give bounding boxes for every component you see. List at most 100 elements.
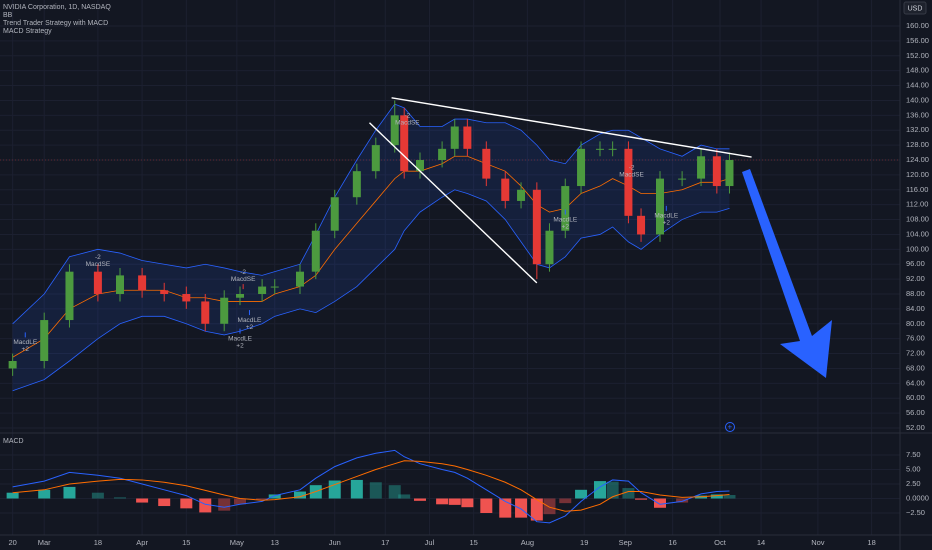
candle-body	[637, 215, 646, 235]
arrow-drawing	[742, 169, 832, 378]
x-tick-label: Mar	[38, 538, 51, 547]
candle-body	[656, 178, 664, 235]
y-tick-label: 80.00	[906, 319, 925, 328]
candle-body	[712, 156, 721, 187]
y-tick-label: 144.00	[906, 81, 929, 90]
macd-histogram-bar	[136, 498, 149, 503]
signal-qty: +2	[663, 220, 671, 227]
candle-body	[390, 115, 399, 146]
candle-body	[258, 286, 267, 294]
candle-body	[311, 230, 320, 272]
signal-label: MacdLE	[228, 335, 253, 342]
candle-body	[463, 126, 472, 149]
macd-histogram-bar	[388, 485, 401, 499]
x-tick-label: 16	[668, 538, 676, 547]
macd-histogram-bar	[543, 498, 556, 515]
y-tick-label: 52.00	[906, 423, 925, 432]
add-button[interactable]	[725, 422, 735, 432]
candle-body	[561, 186, 570, 231]
signal-label: MacdLE	[13, 339, 38, 346]
candle-body	[138, 275, 147, 291]
candle-body	[371, 145, 380, 172]
candle-body	[8, 361, 17, 369]
y-tick-label: 160.00	[906, 21, 929, 30]
candle-body	[352, 171, 361, 198]
x-tick-label: Jun	[329, 538, 341, 547]
x-tick-label: 19	[580, 538, 588, 547]
candle-body	[182, 294, 191, 302]
candle-body	[725, 160, 734, 187]
x-tick-label: 15	[182, 538, 190, 547]
y-tick-label: 148.00	[906, 66, 929, 75]
macd-histogram-bar	[723, 495, 736, 499]
candle-body	[236, 294, 244, 298]
macd-histogram-bar	[268, 494, 281, 499]
candle-body	[624, 148, 633, 216]
indicator: Trend Trader Strategy with MACD	[3, 20, 108, 27]
macd-histogram-bar	[158, 498, 171, 507]
signal-label: MacdSE	[231, 276, 256, 283]
macd-histogram-bar	[575, 489, 588, 499]
macd-histogram-bar	[398, 494, 411, 499]
signal-label: MacdLE	[553, 216, 578, 223]
signal-qty: -2	[404, 112, 410, 119]
macd-histogram-bar	[654, 498, 666, 508]
signal: MacdLE+2	[238, 310, 262, 331]
add-icon[interactable]: +	[728, 423, 733, 432]
signal-qty: -2	[629, 165, 635, 172]
candle-body	[577, 148, 586, 187]
candle-body	[40, 320, 49, 361]
macd-histogram-bar	[480, 498, 493, 513]
y2-tick-label: 5.00	[906, 464, 921, 473]
y-tick-label: 60.00	[906, 393, 925, 402]
y-tick-label: 112.00	[906, 200, 928, 209]
macd-histogram-bar	[218, 498, 231, 511]
y-tick-label: 156.00	[906, 36, 929, 45]
signal: MacdLE+2	[553, 209, 578, 230]
signal-label: MacdSE	[395, 119, 420, 126]
macd-histogram-bar	[710, 494, 723, 499]
bb-middle	[12, 155, 730, 358]
candle-body	[501, 178, 510, 201]
macd-histogram-bar	[436, 498, 449, 505]
macd-histogram-bar	[414, 498, 426, 501]
x-tick-label: 15	[470, 538, 478, 547]
signal: MacdLE+2	[654, 205, 679, 227]
x-tick-label: Oct	[714, 538, 727, 547]
y-tick-label: 140.00	[906, 95, 929, 104]
y-tick-label: 132.00	[906, 125, 929, 134]
macd-histogram-bar	[530, 498, 543, 521]
signal-qty: -2	[240, 269, 246, 276]
macd-histogram-bar	[38, 489, 51, 499]
candle-body	[93, 271, 102, 294]
macd-line	[12, 449, 730, 524]
macd-histogram-bar	[256, 498, 269, 500]
candle-body	[65, 271, 74, 321]
trend-line	[391, 97, 752, 158]
macd-histogram-bar	[234, 498, 246, 505]
macd-histogram-bar	[91, 492, 104, 499]
macd-histogram-bar	[448, 498, 461, 505]
y-tick-label: 72.00	[906, 349, 925, 358]
y-tick-label: 120.00	[906, 170, 929, 179]
x-tick-label: 17	[381, 538, 389, 547]
signal-label: MacdSE	[86, 261, 111, 268]
currency[interactable]: USD	[908, 5, 923, 12]
signal-line	[12, 460, 730, 512]
y-tick-label: 128.00	[906, 140, 929, 149]
y-tick-label: 108.00	[906, 215, 929, 224]
candle-body	[330, 197, 339, 231]
candle-body	[416, 160, 424, 172]
macd-histogram-bar	[6, 492, 19, 499]
candle-body	[400, 115, 409, 172]
candle-body	[596, 148, 604, 150]
currency-button[interactable]	[903, 1, 927, 15]
candle-body	[482, 148, 491, 179]
y-tick-label: 104.00	[906, 229, 929, 238]
macd-histogram-bar	[328, 480, 341, 499]
